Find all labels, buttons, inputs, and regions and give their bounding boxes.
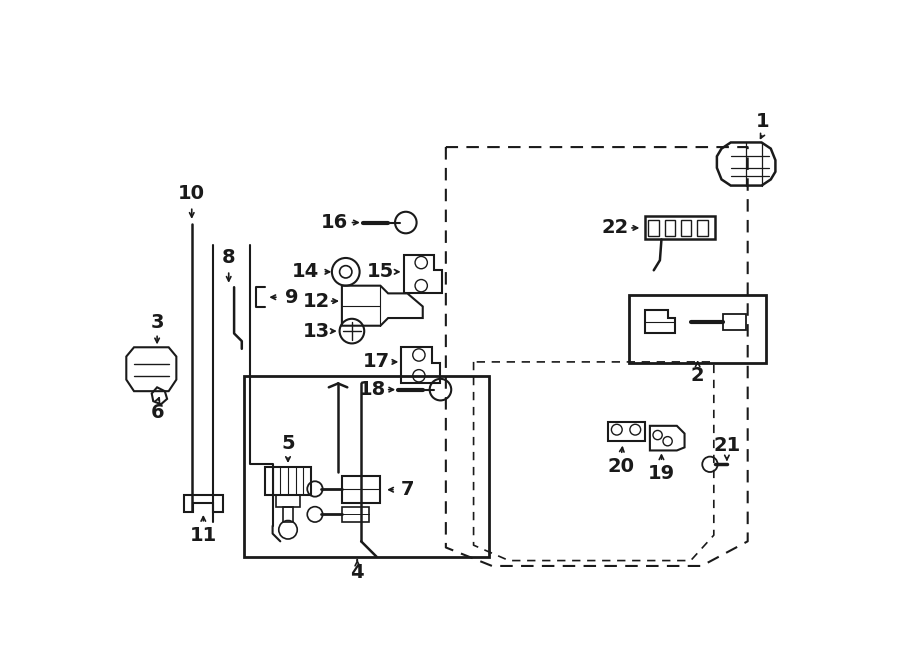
Bar [680, 220, 691, 235]
Text: 19: 19 [648, 464, 675, 483]
Text: 8: 8 [222, 249, 236, 268]
Bar [644, 216, 716, 239]
Text: 20: 20 [608, 457, 634, 476]
Text: 3: 3 [150, 313, 164, 332]
Text: 11: 11 [190, 525, 217, 545]
Bar [697, 220, 707, 235]
Text: 9: 9 [285, 288, 299, 307]
Text: 22: 22 [601, 218, 629, 237]
Bar [244, 375, 489, 557]
Text: 17: 17 [363, 352, 390, 371]
Bar [648, 220, 659, 235]
Text: 18: 18 [359, 380, 386, 399]
Text: 13: 13 [303, 322, 330, 340]
Text: 10: 10 [178, 184, 205, 203]
Text: 6: 6 [150, 403, 164, 422]
Text: 14: 14 [292, 262, 320, 282]
Text: 12: 12 [303, 292, 330, 311]
Text: 21: 21 [714, 436, 741, 455]
Bar [629, 295, 766, 363]
Text: 16: 16 [320, 213, 347, 232]
Text: 5: 5 [281, 434, 295, 453]
Text: 4: 4 [350, 563, 365, 582]
Text: 1: 1 [756, 112, 770, 131]
Text: 7: 7 [400, 481, 414, 499]
Text: 2: 2 [691, 366, 705, 385]
Text: 15: 15 [367, 262, 394, 282]
Bar [664, 220, 675, 235]
